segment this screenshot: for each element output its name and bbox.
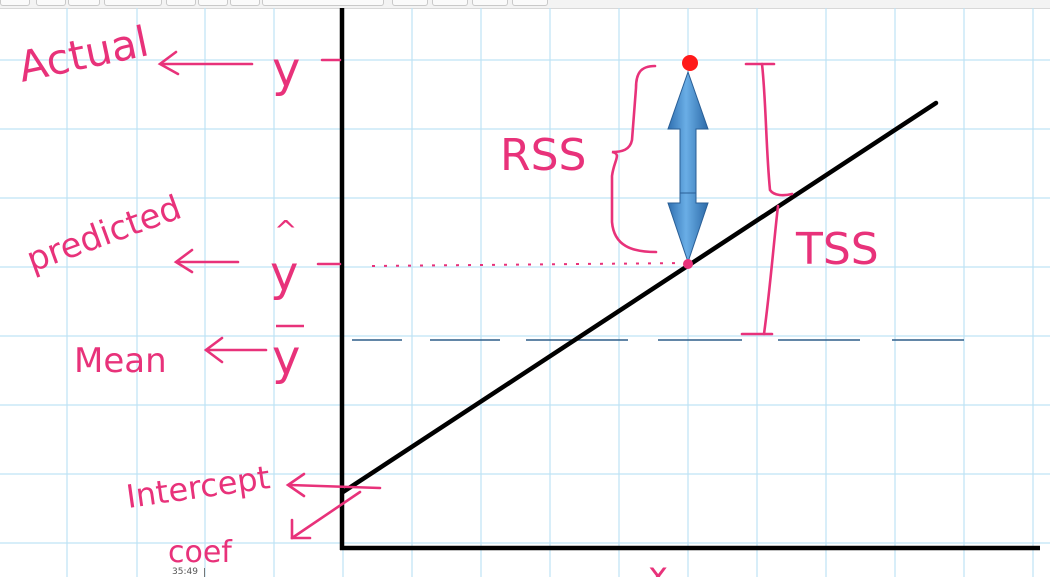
y-axis-ticks	[316, 58, 342, 266]
toolbar-button[interactable]	[68, 0, 100, 6]
mean-arrow	[203, 336, 268, 364]
y-hat-caret: ^	[274, 214, 297, 247]
actual-point[interactable]	[682, 55, 698, 71]
y-actual-label: y	[272, 42, 300, 98]
toolbar-button[interactable]	[104, 0, 162, 6]
intercept-label: Intercept	[124, 458, 272, 516]
x-axis-label: x	[648, 555, 668, 577]
toolbar-button[interactable]	[198, 0, 228, 6]
predicted-arrow	[173, 248, 240, 274]
y-hat-label: y	[270, 246, 298, 302]
coef-label: coef	[168, 535, 233, 570]
toolbar-button[interactable]	[166, 0, 196, 6]
toolbar-button[interactable]	[432, 0, 468, 6]
rss-label: RSS	[500, 130, 586, 181]
toolbar-button[interactable]	[472, 0, 508, 6]
grid	[0, 8, 1050, 577]
whiteboard-toolbar	[0, 0, 1050, 9]
actual-label: Actual	[14, 16, 153, 91]
toolbar-button[interactable]	[0, 0, 30, 6]
coef-arrow	[290, 490, 362, 540]
tss-label: TSS	[795, 224, 879, 275]
left-annotations: Actual y predicted ^ y Mean y Intercept …	[14, 16, 382, 570]
predicted-point[interactable]	[683, 259, 693, 269]
rss-double-arrow	[667, 70, 709, 264]
tss-bracket	[740, 62, 794, 336]
actual-arrow	[157, 50, 254, 76]
video-timestamp: 35:49	[172, 568, 205, 577]
toolbar-button[interactable]	[230, 0, 260, 6]
mean-label: Mean	[74, 341, 167, 381]
toolbar-button[interactable]	[262, 0, 384, 6]
intercept-arrow	[285, 472, 382, 498]
predicted-level-line	[371, 262, 687, 267]
y-bar-label: y	[272, 330, 300, 386]
toolbar-button[interactable]	[392, 0, 428, 6]
toolbar-button[interactable]	[512, 0, 548, 6]
rss-brace	[610, 64, 658, 254]
regression-line	[340, 100, 939, 495]
toolbar-button[interactable]	[36, 0, 66, 6]
